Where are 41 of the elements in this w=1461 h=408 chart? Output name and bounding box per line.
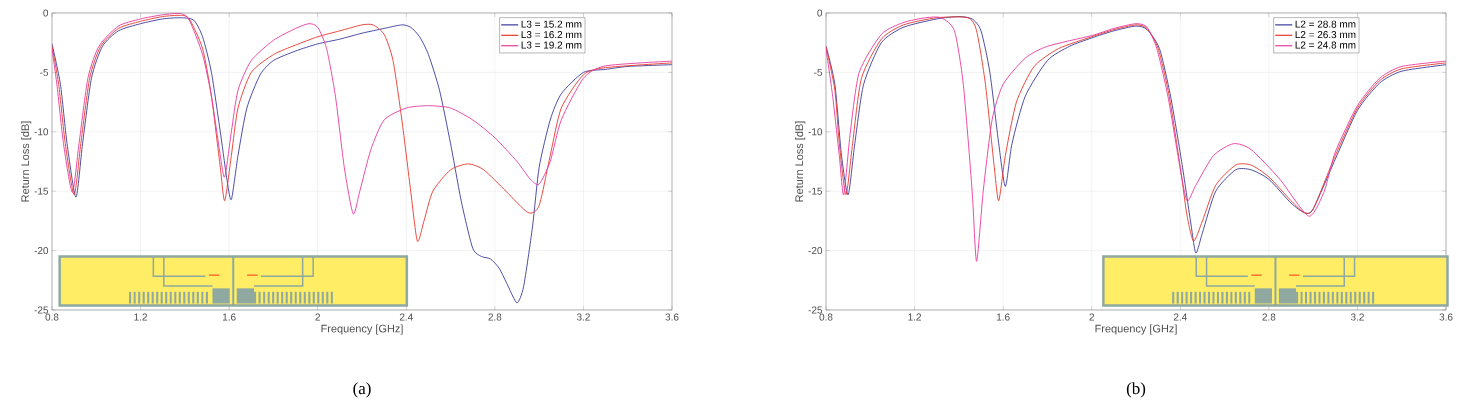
y-axis-title: Return Loss [dB] (795, 121, 806, 202)
legend-label: L2 = 28.8 mm (1295, 20, 1356, 28)
x-tick-label: 0.8 (45, 313, 59, 321)
legend-label: L3 = 19.2 mm (521, 41, 582, 49)
legend-label: L2 = 24.8 mm (1295, 41, 1356, 49)
y-tick-label: -5 (814, 68, 823, 76)
x-tick-label: 2 (315, 313, 320, 321)
x-tick-label: 0.8 (819, 313, 833, 321)
x-tick-label: 3.6 (665, 313, 679, 321)
text: (a) (353, 382, 371, 398)
x-tick-label: 2.8 (1262, 313, 1276, 321)
x-tick-label: 1.6 (997, 313, 1010, 321)
x-tick-label: 2.8 (488, 313, 502, 321)
y-tick-label: -15 (34, 187, 49, 195)
x-tick-label: 3.6 (1439, 313, 1453, 321)
y-tick-label: 0 (817, 9, 823, 17)
y-axis-title: Return Loss [dB] (21, 121, 32, 202)
x-tick-label: 2 (1089, 313, 1094, 321)
y-tick-label: 0 (43, 9, 49, 17)
x-axis-title: Frequency [GHz] (321, 324, 403, 335)
y-tick-label: -15 (808, 187, 823, 195)
legend-label: L3 = 15.2 mm (521, 20, 582, 28)
y-tick-label: -25 (808, 306, 823, 314)
text: (b) (1126, 382, 1146, 398)
y-tick-label: -20 (34, 247, 49, 255)
x-tick-label: 2.4 (1173, 313, 1187, 321)
x-tick-label: 2.4 (399, 313, 413, 321)
legend-label: L3 = 16.2 mm (521, 31, 582, 39)
x-tick-label: 1.2 (908, 313, 922, 321)
y-tick-label: -10 (34, 128, 49, 136)
x-tick-label: 1.6 (222, 313, 236, 321)
x-tick-label: 3.2 (1350, 313, 1364, 321)
x-tick-label: 3.2 (576, 313, 590, 321)
y-tick-label: -10 (808, 128, 823, 136)
y-tick-label: -5 (40, 68, 49, 76)
y-tick-label: -25 (34, 306, 49, 314)
x-tick-label: 1.2 (134, 313, 147, 321)
y-tick-label: -20 (808, 247, 823, 255)
legend-label: L2 = 26.3 mm (1295, 31, 1356, 39)
x-axis-title: Frequency [GHz] (1095, 324, 1177, 335)
line-series (52, 17, 672, 304)
